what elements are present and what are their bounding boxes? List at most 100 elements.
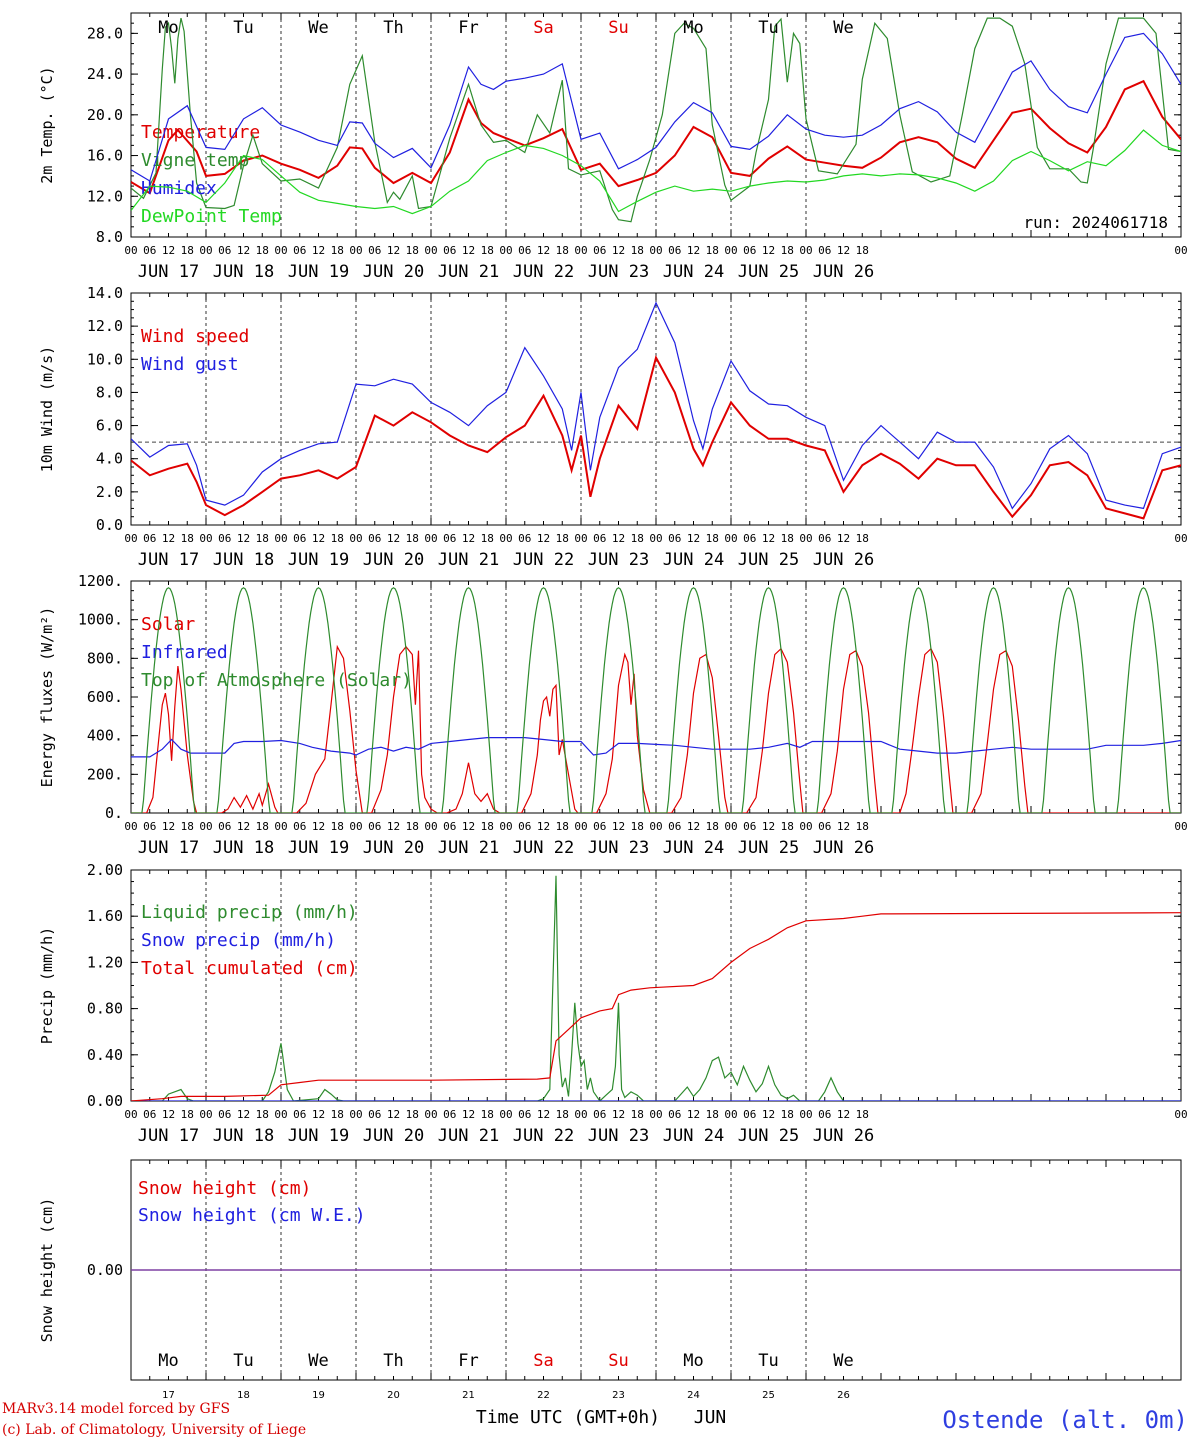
day-name: We — [833, 18, 853, 38]
hour-label: 00 — [274, 244, 287, 257]
legend-entry: DewPoint Temp — [141, 206, 282, 227]
day-name: Fr — [458, 1351, 478, 1371]
hour-label: 06 — [368, 820, 381, 833]
legend-entry: Snow height (cm W.E.) — [138, 1205, 366, 1226]
legend-entry: Total cumulated (cm) — [141, 958, 358, 979]
legend-entry: Top of Atmosphere (Solar) — [141, 670, 412, 691]
run-annotation: run: 2024061718 — [1024, 213, 1169, 232]
hour-label: 00 — [199, 244, 212, 257]
hour-label: 00 — [424, 1108, 437, 1121]
hour-label: 06 — [593, 1108, 606, 1121]
day-name: We — [833, 1351, 853, 1371]
hour-label: 06 — [293, 1108, 306, 1121]
hour-label: 18 — [181, 820, 194, 833]
hour-label: 18 — [181, 1108, 194, 1121]
chart-panel-5: 0.00 Snow height (cm) Snow height (cm) Snow… — [38, 1159, 1182, 1381]
hour-label: 18 — [331, 1108, 344, 1121]
y-tick-label: 2.00 — [87, 861, 123, 879]
hour-label: 12 — [462, 820, 475, 833]
hour-label: 00 — [574, 244, 587, 257]
hour-label: 00 — [649, 244, 662, 257]
date-label: JUN 23 — [588, 1126, 649, 1146]
date-label: JUN 19 — [288, 838, 349, 858]
hour-label: 06 — [368, 244, 381, 257]
hour-label: 18 — [556, 820, 569, 833]
hour-label: 12 — [687, 820, 700, 833]
hour-label: 00 — [1174, 820, 1187, 833]
hour-label: 00 — [424, 820, 437, 833]
date-label: JUN 26 — [813, 838, 874, 858]
hour-label: 06 — [593, 532, 606, 545]
date-label: JUN 21 — [438, 550, 499, 570]
hour-label: 18 — [181, 244, 194, 257]
day-name: Mo — [683, 1351, 703, 1371]
lab-credit: (c) Lab. of Climatology, University of L… — [2, 1422, 306, 1438]
hour-label: 00 — [199, 820, 212, 833]
hour-label: 00 — [649, 1108, 662, 1121]
y-tick-label: 10.0 — [87, 350, 123, 368]
y-tick-label: 200. — [87, 765, 123, 783]
y-axis-label: Energy fluxes (W/m²) — [38, 607, 56, 788]
hour-label: 00 — [124, 532, 137, 545]
date-label: JUN 23 — [588, 262, 649, 282]
y-tick-label: 6.0 — [96, 417, 123, 435]
hour-label: 18 — [631, 1108, 644, 1121]
day-name: We — [308, 1351, 328, 1371]
x-axis-label: Time UTC (GMT+0h) — [476, 1407, 660, 1428]
hour-label: 18 — [781, 532, 794, 545]
chart-panel-1: 8.0 12.0 16.0 20.0 24.0 28.0 2m Temp. (°C) Temp… — [38, 12, 1188, 282]
series-line-liquid-precip-mm-h- — [131, 875, 1181, 1101]
legend-entry: Solar — [141, 614, 195, 635]
y-tick-label: 800. — [87, 649, 123, 667]
hour-label: 00 — [349, 820, 362, 833]
hour-label: 18 — [856, 532, 869, 545]
legend-entry: Snow height (cm) — [138, 1178, 311, 1199]
series-line-wind-gust — [131, 301, 1181, 510]
hour-label: 12 — [387, 532, 400, 545]
y-tick-label: 0.00 — [87, 1261, 123, 1279]
day-number: 20 — [387, 1390, 400, 1401]
hour-label: 00 — [799, 820, 812, 833]
hour-label: 18 — [556, 1108, 569, 1121]
date-label: JUN 23 — [588, 550, 649, 570]
day-number: 26 — [837, 1390, 850, 1401]
date-label: JUN 22 — [513, 550, 574, 570]
date-label: JUN 20 — [363, 838, 424, 858]
hour-label: 18 — [856, 244, 869, 257]
date-label: JUN 17 — [138, 1126, 199, 1146]
hour-label: 18 — [556, 532, 569, 545]
hour-label: 00 — [574, 1108, 587, 1121]
hour-label: 12 — [312, 244, 325, 257]
hour-label: 18 — [256, 1108, 269, 1121]
day-name: Tu — [758, 1351, 778, 1371]
hour-label: 06 — [668, 1108, 681, 1121]
y-tick-label: 600. — [87, 688, 123, 706]
day-name: Sa — [533, 1351, 553, 1371]
series-line-infrared — [131, 737, 1181, 758]
hour-label: 06 — [143, 820, 156, 833]
hour-label: 06 — [368, 1108, 381, 1121]
day-name: Fr — [458, 18, 478, 38]
date-label: JUN 19 — [288, 1126, 349, 1146]
hour-label: 00 — [1174, 1108, 1187, 1121]
hour-label: 18 — [556, 244, 569, 257]
hour-label: 18 — [256, 820, 269, 833]
hour-label: 18 — [481, 1108, 494, 1121]
hour-label: 06 — [218, 244, 231, 257]
legend-entry: Wind speed — [141, 326, 249, 347]
date-label: JUN 22 — [513, 1126, 574, 1146]
y-tick-label: 20.0 — [87, 106, 123, 124]
series-line-vigne-temp — [131, 17, 1181, 223]
hour-label: 00 — [274, 1108, 287, 1121]
hour-label: 00 — [724, 244, 737, 257]
day-name: Mo — [158, 1351, 178, 1371]
date-label: JUN 23 — [588, 838, 649, 858]
y-tick-label: 1000. — [78, 611, 123, 629]
y-tick-label: 0. — [105, 804, 123, 822]
hour-label: 18 — [856, 1108, 869, 1121]
hour-label: 18 — [631, 532, 644, 545]
date-label: JUN 19 — [288, 262, 349, 282]
y-axis-label: 10m Wind (m/s) — [38, 346, 56, 472]
legend-entry: Temperature — [141, 122, 260, 143]
